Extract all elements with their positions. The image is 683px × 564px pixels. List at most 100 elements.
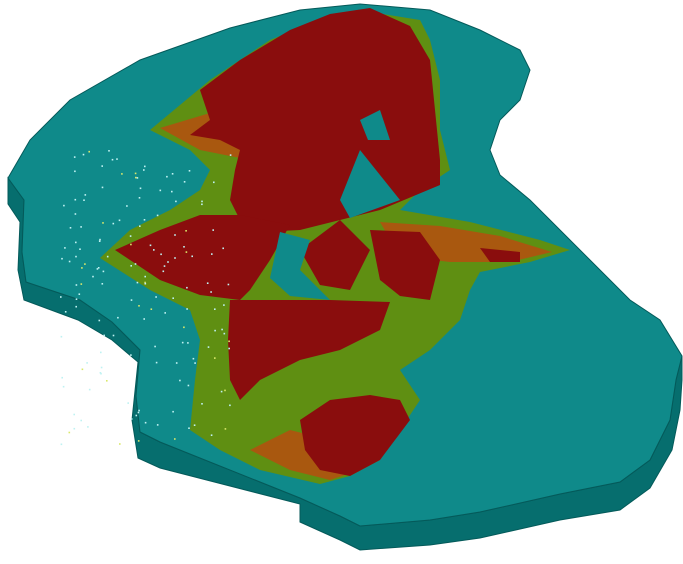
speckle-dot xyxy=(172,297,174,299)
speckle-dot xyxy=(68,431,71,434)
speckle-dot xyxy=(174,438,176,440)
speckle-dot xyxy=(220,390,223,393)
speckle-dot xyxy=(101,165,103,167)
speckle-dot xyxy=(100,351,102,354)
speckle-dot xyxy=(74,213,77,215)
speckle-dot xyxy=(99,238,101,241)
surface-speckles xyxy=(60,150,232,446)
speckle-dot xyxy=(97,267,100,269)
speckle-dot xyxy=(100,366,103,369)
speckle-dot xyxy=(126,205,128,207)
speckle-dot xyxy=(223,304,225,306)
speckle-dot xyxy=(73,427,76,430)
speckle-dot xyxy=(206,282,209,284)
speckle-dot xyxy=(60,443,63,446)
speckle-dot xyxy=(92,275,94,278)
speckle-dot xyxy=(63,204,65,207)
speckle-dot xyxy=(86,362,88,364)
speckle-dot xyxy=(80,283,83,285)
speckle-dot xyxy=(166,175,168,178)
speckle-dot xyxy=(61,376,63,379)
speckle-dot xyxy=(138,305,140,307)
red-zone-region xyxy=(300,220,370,290)
speckle-dot xyxy=(84,194,87,196)
speckle-dot xyxy=(100,372,102,375)
speckle-dot xyxy=(174,234,176,236)
speckle-dot xyxy=(129,235,132,237)
speckle-dot xyxy=(136,281,139,284)
speckle-dot xyxy=(154,345,156,348)
speckle-dot xyxy=(136,177,139,179)
speckle-dot xyxy=(201,403,203,405)
speckle-dot xyxy=(171,190,173,193)
speckle-dot xyxy=(73,156,76,158)
speckle-dot xyxy=(144,165,146,168)
speckle-dot xyxy=(135,414,138,417)
speckle-dot xyxy=(162,270,165,273)
speckle-dot xyxy=(227,283,230,286)
speckle-dot xyxy=(187,342,189,344)
speckle-dot xyxy=(229,154,232,156)
speckle-dot xyxy=(116,158,118,160)
speckle-dot xyxy=(137,411,140,414)
speckle-dot xyxy=(187,384,190,387)
speckle-dot xyxy=(171,173,174,175)
speckle-dot xyxy=(75,241,77,244)
speckle-dot xyxy=(117,316,119,319)
speckle-dot xyxy=(75,298,78,300)
speckle-dot xyxy=(134,263,137,265)
speckle-dot xyxy=(138,409,140,412)
speckle-dot xyxy=(112,334,115,337)
teal-gap-region xyxy=(360,110,390,140)
speckle-dot xyxy=(79,248,81,250)
speckle-dot xyxy=(188,170,191,172)
speckle-dot xyxy=(61,257,63,260)
speckle-dot xyxy=(75,305,77,308)
speckle-dot xyxy=(139,187,142,190)
speckle-dot xyxy=(179,379,181,382)
speckle-dot xyxy=(74,170,76,173)
speckle-dot xyxy=(119,443,121,445)
speckle-dot xyxy=(185,230,187,232)
speckle-dot xyxy=(201,203,203,206)
speckle-dot xyxy=(193,424,196,426)
speckle-dot xyxy=(149,244,152,247)
speckle-dot xyxy=(186,286,188,289)
speckle-dot xyxy=(75,255,77,258)
speckle-dot xyxy=(229,404,231,407)
speckle-dot xyxy=(98,240,101,242)
speckle-dot xyxy=(83,199,85,201)
speckle-dot xyxy=(80,226,82,228)
speckle-dot xyxy=(224,428,227,430)
speckle-dot xyxy=(111,158,114,161)
speckle-dot xyxy=(183,181,186,183)
speckle-dot xyxy=(130,354,132,356)
speckle-dot xyxy=(211,253,213,255)
speckle-dot xyxy=(88,388,91,391)
red-zone-region xyxy=(228,300,390,400)
speckle-dot xyxy=(87,426,89,428)
speckle-dot xyxy=(108,150,110,152)
speckle-dot xyxy=(228,347,230,350)
speckle-dot xyxy=(84,263,86,265)
speckle-dot xyxy=(144,281,146,284)
speckle-dot xyxy=(214,357,216,359)
speckle-dot xyxy=(144,275,146,278)
speckle-dot xyxy=(75,284,78,286)
speckle-dot xyxy=(183,246,185,248)
speckle-dot xyxy=(64,311,67,313)
speckle-dot xyxy=(224,389,226,392)
speckle-dot xyxy=(138,197,141,199)
speckle-dot xyxy=(194,362,196,364)
speckle-dot xyxy=(228,340,230,343)
speckle-dot xyxy=(188,427,190,429)
speckle-dot xyxy=(103,334,105,337)
speckle-dot xyxy=(164,312,166,314)
speckle-dot xyxy=(174,257,176,259)
speckle-dot xyxy=(112,222,115,225)
speckle-dot xyxy=(159,189,162,192)
speckle-dot xyxy=(139,225,141,227)
red-zone-region xyxy=(370,230,440,300)
